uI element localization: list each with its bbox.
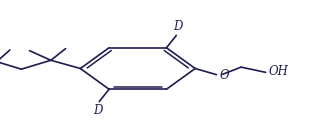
Text: O: O — [219, 69, 229, 82]
Text: D: D — [93, 104, 102, 117]
Text: OH: OH — [268, 65, 288, 78]
Text: D: D — [173, 20, 183, 33]
